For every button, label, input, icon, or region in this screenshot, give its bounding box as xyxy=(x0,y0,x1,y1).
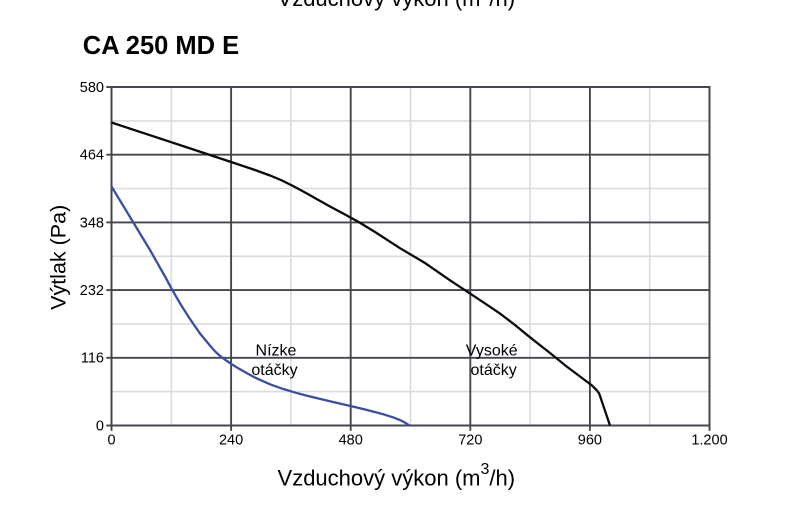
svg-text:1.200: 1.200 xyxy=(691,432,727,448)
svg-text:Vzduchový výkon (m3/h): Vzduchový výkon (m3/h) xyxy=(278,0,516,11)
svg-text:Výtlak (Pa): Výtlak (Pa) xyxy=(47,205,71,310)
svg-text:116: 116 xyxy=(81,351,104,367)
svg-text:0: 0 xyxy=(96,418,104,434)
svg-text:720: 720 xyxy=(458,432,482,448)
svg-text:Vysoké: Vysoké xyxy=(466,342,518,359)
svg-text:otáčky: otáčky xyxy=(470,362,516,379)
svg-text:232: 232 xyxy=(80,283,104,299)
svg-text:348: 348 xyxy=(80,215,104,231)
svg-text:otáčky: otáčky xyxy=(251,362,297,379)
svg-text:Nízke: Nízke xyxy=(256,342,297,359)
svg-text:580: 580 xyxy=(80,80,104,96)
svg-text:240: 240 xyxy=(219,432,243,448)
svg-text:960: 960 xyxy=(578,432,602,448)
svg-text:Vzduchový výkon (m3/h): Vzduchový výkon (m3/h) xyxy=(278,461,516,491)
svg-text:464: 464 xyxy=(80,148,104,164)
svg-text:CA 250 MD E: CA 250 MD E xyxy=(83,32,239,60)
svg-text:0: 0 xyxy=(107,432,115,448)
svg-text:480: 480 xyxy=(339,432,363,448)
